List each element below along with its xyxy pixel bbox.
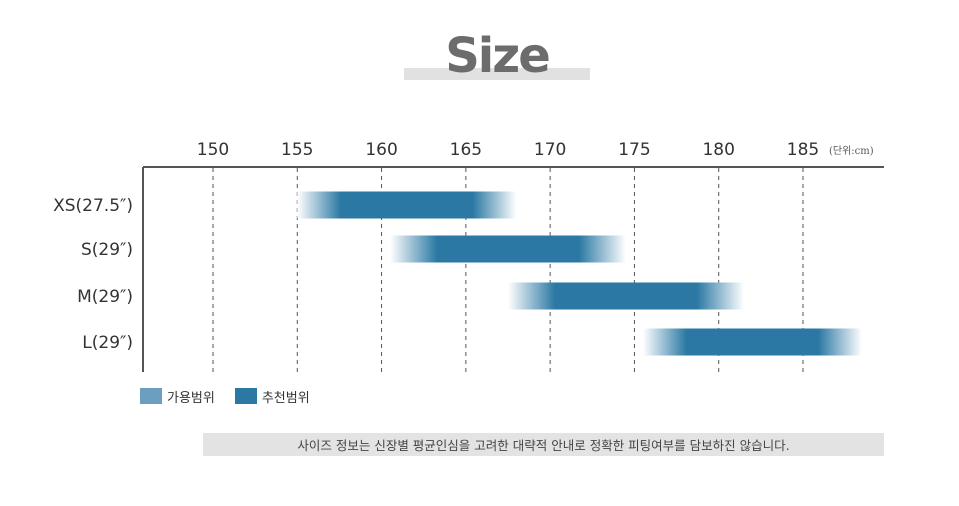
x-tick-label-150: 150 <box>197 140 229 160</box>
legend-label-recommended: 추천범위 <box>261 390 310 406</box>
bar-layer <box>297 191 862 356</box>
x-tick-label-155: 155 <box>281 140 313 160</box>
size-chart: 150 155 160 165 170 175 180 185 (단위:cm) XS(27.5″)… <box>53 140 884 372</box>
title-underline-band <box>404 68 590 80</box>
legend-item-available: 가용범위 <box>140 387 215 406</box>
legend: 가용범위 추천범위 <box>140 385 330 407</box>
range-bar-1 <box>390 235 626 263</box>
x-tick-label-160: 160 <box>365 140 397 160</box>
x-tick-label-170: 170 <box>534 140 566 160</box>
title-block: Size <box>404 28 590 84</box>
footnote: 사이즈 정보는 신장별 평균인심을 고려한 대략적 안내로 정확한 피팅여부를 … <box>203 433 884 456</box>
x-tick-label-180: 180 <box>702 140 734 160</box>
x-unit-label: (단위:cm) <box>829 144 874 157</box>
legend-swatch-available <box>140 388 162 404</box>
legend-item-recommended: 추천범위 <box>234 387 310 406</box>
label-layer: 150 155 160 165 170 175 180 185 (단위:cm) XS(27.5″)… <box>53 140 874 353</box>
range-bar-3 <box>642 328 862 356</box>
y-category-label-2: M(29″) <box>77 287 133 307</box>
page-title: Size <box>445 28 551 84</box>
y-category-label-3: L(29″) <box>82 333 133 353</box>
range-bar-0 <box>297 191 517 219</box>
axis-layer <box>142 166 884 372</box>
x-tick-label-175: 175 <box>618 140 650 160</box>
y-category-label-0: XS(27.5″) <box>53 196 133 216</box>
legend-label-available: 가용범위 <box>167 390 215 406</box>
legend-swatch-recommended <box>234 388 257 404</box>
y-category-label-1: S(29″) <box>81 240 133 260</box>
x-tick-label-165: 165 <box>450 140 482 160</box>
x-tick-label-185: 185 <box>787 140 819 160</box>
range-bar-2 <box>508 282 744 310</box>
